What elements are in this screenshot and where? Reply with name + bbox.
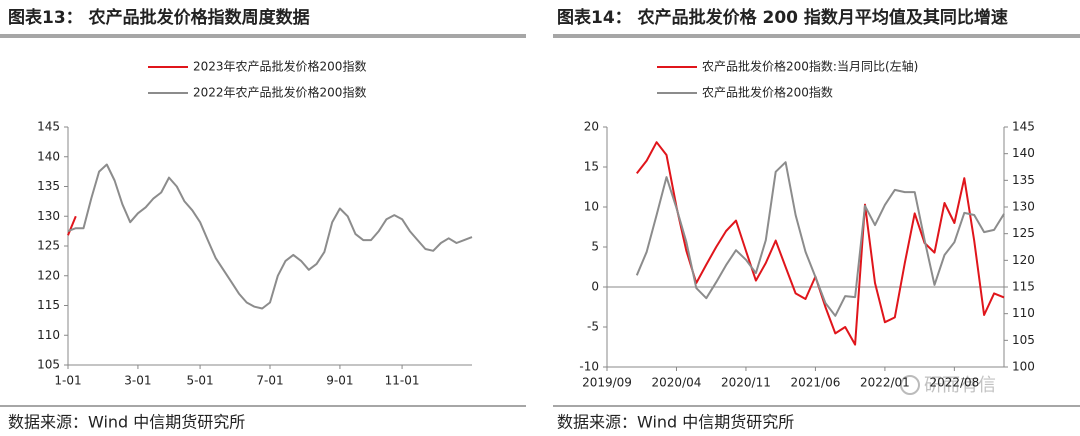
source: 数据来源：Wind 中信期货研究所	[557, 413, 794, 432]
series-line	[67, 163, 473, 310]
x-tick-label: 2020/04	[652, 376, 702, 390]
x-tick-label: 2019/09	[582, 376, 632, 390]
x-tick-label: 2021/06	[790, 376, 840, 390]
y2-tick-label: 115	[1012, 280, 1035, 294]
series-line	[67, 215, 77, 236]
y-tick-label: 125	[37, 239, 60, 253]
x-tick-label: 2022/08	[929, 376, 979, 390]
footer-rule	[553, 405, 1080, 407]
x-tick-label: 11-01	[385, 374, 420, 388]
y2-tick-label: 125	[1012, 226, 1035, 240]
y-tick-label: 10	[584, 200, 599, 214]
y-tick-label: -5	[587, 320, 599, 334]
y-tick-label: 135	[37, 179, 60, 193]
legend-label: 2022年农产品批发价格200指数	[193, 85, 366, 100]
y2-tick-label: 130	[1012, 200, 1035, 214]
x-tick-label: 7-01	[256, 374, 283, 388]
title-rule	[553, 34, 1080, 38]
chart-title: 图表13： 农产品批发价格指数周度数据	[8, 7, 310, 28]
y2-tick-label: 140	[1012, 146, 1035, 160]
y-tick-label: 0	[591, 280, 599, 294]
y-tick-label: 115	[37, 298, 60, 312]
y-tick-label: 20	[584, 120, 599, 134]
legend-label: 2023年农产品批发价格200指数	[193, 59, 366, 74]
series-line	[635, 161, 1005, 317]
x-tick-label: 2020/11	[721, 376, 771, 390]
legend-label: 农产品批发价格200指数	[702, 85, 833, 100]
y-tick-label: 120	[37, 268, 60, 282]
y2-tick-label: 145	[1012, 120, 1035, 134]
y2-tick-label: 110	[1012, 306, 1035, 320]
x-tick-label: 5-01	[186, 374, 213, 388]
x-tick-label: 3-01	[124, 374, 151, 388]
x-tick-label: 9-01	[326, 374, 353, 388]
y-tick-label: 105	[37, 358, 60, 372]
watermark-icon	[900, 375, 920, 395]
y2-tick-label: 105	[1012, 333, 1035, 347]
y2-tick-label: 100	[1012, 360, 1035, 374]
x-tick-label: 1-01	[54, 374, 81, 388]
y2-tick-label: 120	[1012, 253, 1035, 267]
legend-label: 农产品批发价格200指数:当月同比(左轴)	[702, 59, 918, 74]
source: 数据来源：Wind 中信期货研究所	[8, 413, 245, 432]
chart-title: 图表14： 农产品批发价格 200 指数月平均值及其同比增速	[557, 7, 1008, 28]
y-tick-label: 110	[37, 328, 60, 342]
series-line	[636, 141, 1005, 346]
y-tick-label: 5	[591, 240, 599, 254]
footer-rule	[0, 405, 526, 407]
watermark: 研而有信	[924, 375, 996, 396]
y-tick-label: 140	[37, 149, 60, 163]
y-tick-label: -10	[579, 360, 599, 374]
y-tick-label: 145	[37, 120, 60, 134]
x-tick-label: 2022/01	[860, 376, 910, 390]
y-tick-label: 15	[584, 160, 599, 174]
title-rule	[0, 34, 526, 38]
y2-tick-label: 135	[1012, 173, 1035, 187]
y-tick-label: 130	[37, 209, 60, 223]
